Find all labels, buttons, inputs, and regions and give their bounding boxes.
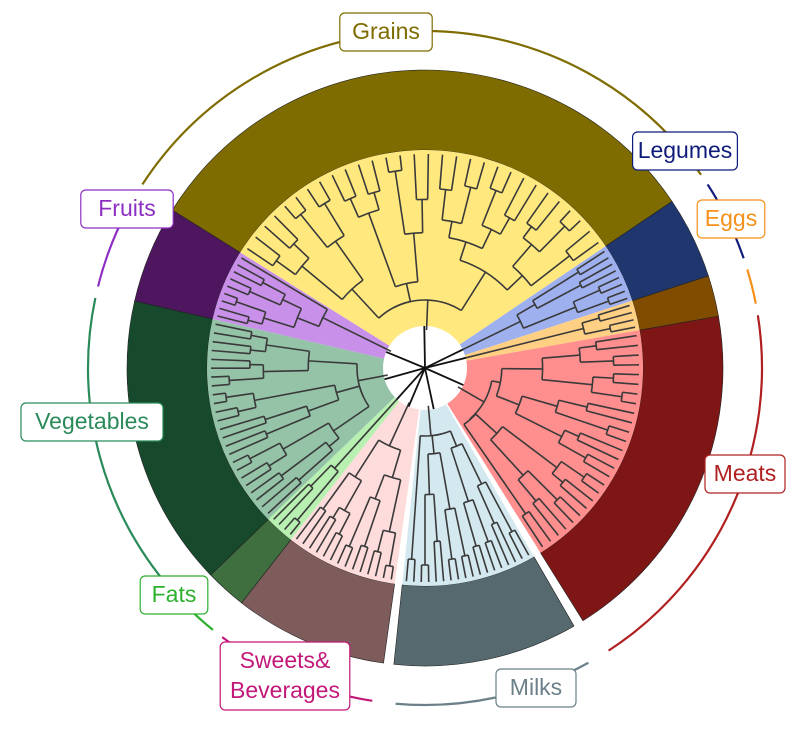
group-label-text: Vegetables xyxy=(35,408,149,434)
group-label-sweets: Sweets&Beverages xyxy=(219,641,351,711)
group-label-fruits: Fruits xyxy=(80,189,174,229)
group-label-text: Meats xyxy=(714,460,777,486)
tree-fill-legumes xyxy=(459,246,633,356)
label-arc-eggs xyxy=(746,269,757,304)
group-label-legumes: Legumes xyxy=(631,131,738,171)
group-label-text: Milks xyxy=(510,674,562,700)
group-label-eggs: Eggs xyxy=(696,199,766,239)
branches-fruits xyxy=(217,257,426,369)
group-label-text: Sweets& xyxy=(240,647,331,673)
tree-fill-meats xyxy=(447,330,644,553)
group-labels: Grains Legumes Eggs Meats Milks Sweets&Bevera… xyxy=(20,12,786,711)
tree-fill-eggs xyxy=(464,300,640,361)
group-label-fats: Fats xyxy=(139,575,209,615)
label-arc-meats xyxy=(607,315,764,652)
group-label-milks: Milks xyxy=(495,668,577,708)
tree-fill-grains xyxy=(240,150,606,346)
tree-fill-fruits xyxy=(212,252,390,359)
outer-group-ring xyxy=(126,69,724,667)
label-arc-vegetables xyxy=(86,297,180,599)
group-label-text: Fats xyxy=(152,581,197,607)
tree-fill-milks xyxy=(402,404,534,586)
group-label-grains: Grains xyxy=(339,12,433,52)
branches-meats xyxy=(424,334,639,548)
group-label-text-line2: Beverages xyxy=(230,677,340,703)
group-label-vegetables: Vegetables xyxy=(20,402,164,442)
group-label-text: Legumes xyxy=(638,137,733,163)
branches-grains xyxy=(246,154,599,369)
group-label-text: Fruits xyxy=(98,195,156,221)
group-label-text: Eggs xyxy=(705,205,757,231)
dendrogram-branches xyxy=(210,154,639,582)
root-spokes xyxy=(384,325,466,410)
group-label-meats: Meats xyxy=(704,454,786,494)
group-label-text: Grains xyxy=(352,18,420,44)
